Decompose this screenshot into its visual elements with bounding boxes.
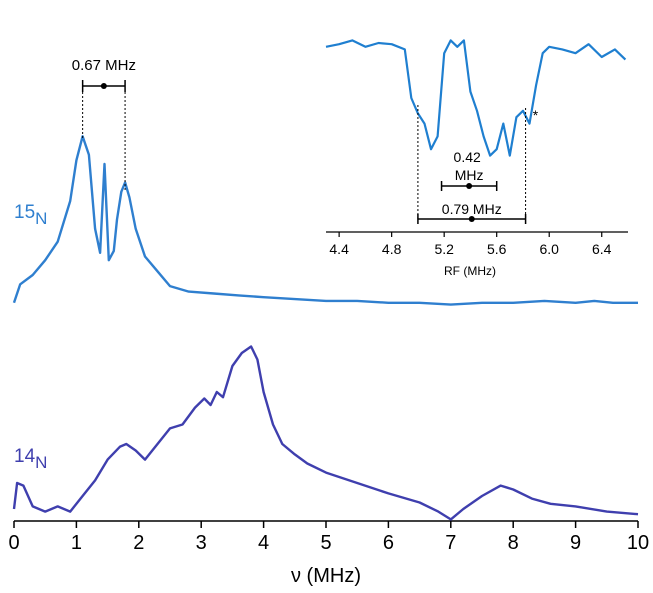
- main-x-tick-label-6: 6: [383, 532, 394, 554]
- inset-splitting-label-0-42-unit: MHz: [455, 167, 484, 183]
- inset-splitting-0-79-center-dot: [468, 216, 475, 222]
- inset-x-axis: 4.4 4.8 5.2 5.6 6.0 6.4: [326, 231, 628, 257]
- main-x-axis-label: ν (MHz): [291, 565, 361, 587]
- main-x-tick-label-2: 2: [133, 532, 144, 554]
- main-x-tick-label-0: 0: [8, 532, 19, 554]
- inset-x-tick-label-4: 6.0: [539, 241, 559, 257]
- inset-x-tick-label-0: 4.4: [329, 241, 349, 257]
- inset-splitting-label-0-79: 0.79 MHz: [442, 201, 502, 217]
- series-14n-line: [12, 345, 639, 521]
- series-15n-label-mass: 15: [14, 202, 35, 223]
- inset-x-tick-label-3: 5.6: [487, 241, 507, 257]
- inset-x-axis-label: RF (MHz): [444, 264, 496, 278]
- inset-splitting-0-42-center-dot: [466, 183, 473, 189]
- series-15n-label: 15N: [14, 202, 47, 228]
- series-14n-label-element: N: [35, 453, 47, 472]
- main-x-tick-label-8: 8: [508, 532, 519, 554]
- inset-asterisk-marker: *: [533, 107, 539, 123]
- series-15n-label-element: N: [35, 209, 47, 228]
- series-14n-label: 14N: [14, 446, 47, 472]
- inset-x-tick-label-5: 6.4: [592, 241, 612, 257]
- inset-annotations: [417, 105, 527, 224]
- inset-splitting-label-0-42-value: 0.42: [454, 149, 481, 165]
- inset-splitting-label-0-42: 0.42 MHz: [454, 149, 485, 183]
- splitting-annotation-0-67: [81, 80, 126, 192]
- inset-rf-line: [325, 39, 627, 157]
- main-x-tick-label-9: 9: [570, 532, 581, 554]
- inset-x-tick-label-1: 4.8: [382, 241, 402, 257]
- main-x-tick-label-3: 3: [196, 532, 207, 554]
- main-x-axis: 0 1 2 3 4 5 6 7 8 9 10: [8, 520, 649, 554]
- splitting-center-dot: [100, 83, 107, 89]
- splitting-label-0-67: 0.67 MHz: [72, 57, 136, 74]
- main-x-tick-label-10: 10: [627, 532, 649, 554]
- main-x-tick-label-4: 4: [258, 532, 269, 554]
- main-x-tick-label-5: 5: [320, 532, 331, 554]
- series-15n-line: [12, 135, 638, 306]
- main-x-tick-label-1: 1: [71, 532, 82, 554]
- inset-x-tick-label-2: 5.2: [434, 241, 454, 257]
- inset-rf-spectrum: 4.4 4.8 5.2 5.6 6.0 6.4 RF (MHz) 0.42 MHz 0.7…: [325, 39, 628, 278]
- main-x-tick-label-7: 7: [445, 532, 456, 554]
- series-14n-label-mass: 14: [14, 446, 36, 467]
